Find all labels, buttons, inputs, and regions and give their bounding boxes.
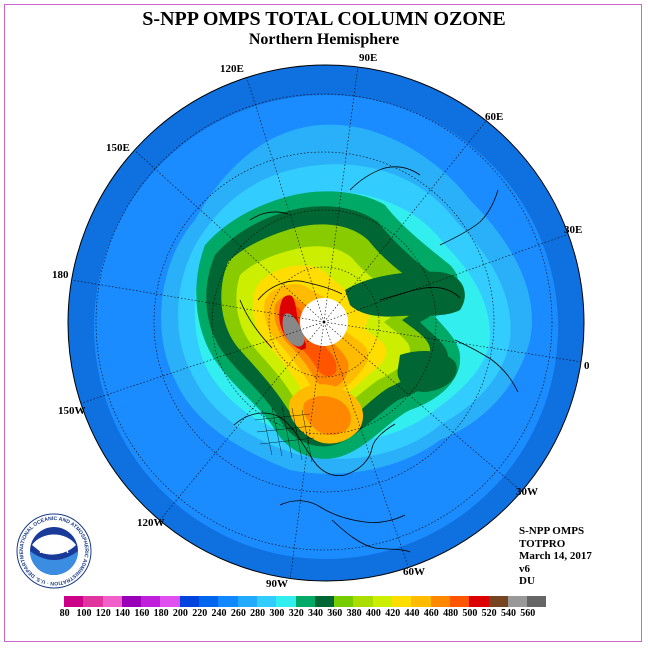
color-scale-label: 260 — [230, 608, 246, 619]
map-boundary — [67, 64, 585, 582]
color-scale-label: 320 — [288, 608, 304, 619]
color-scale-label: 500 — [462, 608, 478, 619]
lon-label-120e: 120E — [220, 63, 244, 75]
color-scale-label: 340 — [308, 608, 323, 619]
color-scale-label: 400 — [365, 608, 381, 619]
lon-label-150e: 150E — [106, 142, 130, 154]
graticule — [71, 65, 583, 581]
info-version: v6 — [519, 562, 530, 575]
color-swatch — [334, 596, 354, 607]
lon-label-120w: 120W — [137, 517, 165, 529]
color-swatch — [256, 596, 277, 607]
coastlines — [233, 166, 519, 553]
noaa-logo: NATIONAL OCEANIC AND ATMOSPHERIC ADMINIS… — [16, 513, 92, 589]
color-scale-label: 360 — [327, 608, 343, 619]
hatched-region — [254, 405, 315, 463]
info-satellite: S-NPP OMPS — [519, 525, 585, 537]
color-scale-label: 300 — [269, 608, 285, 619]
color-swatch — [218, 596, 238, 607]
color-scale-label: 160 — [134, 608, 150, 619]
color-swatch — [160, 596, 180, 607]
color-swatch — [469, 596, 489, 607]
color-swatch — [64, 596, 84, 607]
color-scale-label: 440 — [404, 608, 420, 619]
color-scale-label: 520 — [481, 608, 497, 619]
color-swatch — [314, 596, 335, 607]
ozone-band-360-atl — [397, 350, 457, 392]
lon-label-90e: 90E — [359, 52, 378, 64]
color-swatch — [488, 596, 508, 607]
ozone-band-540 — [282, 313, 305, 347]
color-scale-label: 80 — [59, 608, 70, 619]
color-swatch — [141, 596, 161, 607]
color-swatch — [430, 596, 450, 607]
info-product: TOTPRO — [519, 537, 566, 550]
color-swatch — [102, 596, 122, 607]
color-swatch — [527, 596, 547, 607]
lon-label-90w: 90W — [266, 578, 288, 590]
color-swatch — [121, 596, 142, 607]
lon-label-30e: 30E — [564, 224, 583, 236]
color-swatch — [507, 596, 528, 607]
color-scale-label: 200 — [172, 608, 188, 619]
lon-label-30w: 30W — [516, 486, 538, 498]
color-scale-label: 220 — [192, 608, 208, 619]
color-scale-label: 280 — [250, 608, 266, 619]
map-subtitle: Northern Hemisphere — [248, 31, 400, 48]
color-scale-label: 140 — [115, 608, 131, 619]
ozone-band-460-na — [303, 396, 351, 436]
lon-label-60e: 60E — [485, 111, 504, 123]
color-scale-labels: 80 100 120 140 160 180 200 220 240 260 280 300 320 34… — [55, 608, 546, 619]
color-swatch — [411, 596, 431, 607]
lon-label-150w: 150W — [58, 405, 86, 417]
color-scale-label: 120 — [95, 608, 111, 619]
color-scale: 80 100 120 140 160 180 200 220 240 260 280 300 320 34… — [60, 596, 547, 619]
color-swatch — [372, 596, 393, 607]
color-swatch — [179, 596, 200, 607]
color-scale-label: 560 — [520, 608, 536, 619]
color-swatch — [449, 596, 470, 607]
color-scale-label: 460 — [423, 608, 439, 619]
lon-label-0: 0 — [584, 360, 590, 372]
lon-label-180: 180 — [52, 269, 69, 281]
color-scale-label: 380 — [346, 608, 362, 619]
color-swatch — [295, 596, 315, 607]
color-swatch — [83, 596, 103, 607]
color-swatch — [199, 596, 219, 607]
map-title: S-NPP OMPS TOTAL COLUMN OZONE — [142, 8, 506, 30]
color-swatch — [392, 596, 412, 607]
color-scale-bar — [64, 596, 547, 607]
info-date: March 14, 2017 — [519, 550, 592, 563]
info-units: DU — [519, 575, 535, 588]
color-scale-label: 180 — [153, 608, 169, 619]
color-swatch — [237, 596, 257, 607]
ozone-field — [68, 65, 584, 581]
logo-noaa-text: NOAA — [39, 545, 68, 556]
color-scale-label: 420 — [385, 608, 401, 619]
figure-frame — [4, 4, 642, 642]
lon-label-60w: 60W — [403, 566, 425, 578]
color-swatch — [276, 596, 296, 607]
color-scale-label: 480 — [443, 608, 459, 619]
color-swatch — [353, 596, 373, 607]
product-info: S-NPP OMPS TOTPRO March 14, 2017 v6 DU — [519, 525, 592, 588]
color-scale-label: 540 — [500, 608, 516, 619]
color-scale-label: 100 — [76, 608, 92, 619]
color-scale-label: 240 — [211, 608, 227, 619]
